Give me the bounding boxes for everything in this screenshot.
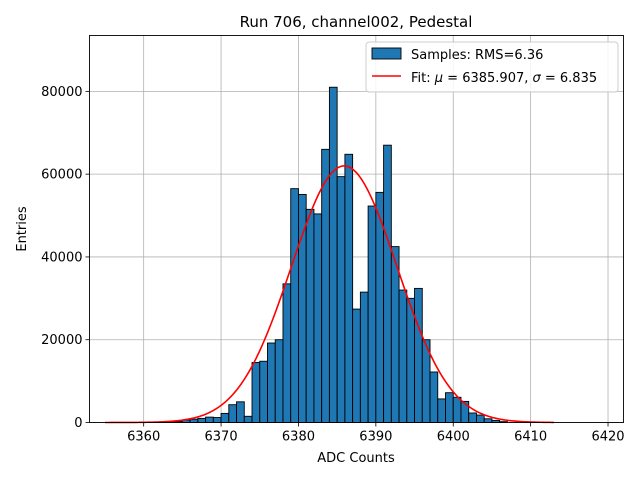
histogram-bar [228,404,237,423]
fit-layer [104,165,554,424]
legend-label-samples: Samples: RMS=6.36 [411,48,543,63]
histogram-bar [367,205,377,423]
y-tick-label: 0 [74,416,82,431]
legend-box [365,41,619,93]
histogram-bar [352,308,361,423]
x-tick-label: 6410 [514,430,547,445]
histogram-bar [437,398,446,423]
histogram-bar [414,287,423,423]
histogram-bar [460,400,470,423]
x-tick-label: 6390 [359,430,392,445]
histogram-bar [344,153,354,423]
x-tick-label: 6380 [282,430,315,445]
legend-fit-prefix: Fit: [411,71,435,86]
x-tick-label: 6420 [591,430,624,445]
legend-fit-sigma-value: = 6.835 [541,71,597,86]
y-axis-label: Entries [15,206,30,252]
legend-label-fit: Fit: μ = 6385.907, σ = 6.835 [411,71,597,86]
histogram-bar [321,148,330,423]
chart-title: Run 706, channel002, Pedestal [240,13,473,31]
y-tick-label: 20000 [41,333,82,348]
histogram-bar [445,392,454,423]
y-tick-label: 80000 [41,85,82,100]
histogram-bar [274,339,284,423]
x-tick-label: 6400 [437,430,470,445]
histogram-bars [158,86,508,423]
y-tick-label: 40000 [41,250,82,265]
histogram-bar [189,418,199,423]
x-axis-ticks: 6360 6370 6380 6390 6400 6410 6420 [127,422,625,445]
histogram-bar [336,176,346,423]
histogram-bar [483,418,493,423]
histogram-bar [359,291,369,423]
histogram-bar [406,297,415,423]
histogram-bar [398,289,408,423]
legend-swatch-samples [371,47,402,60]
legend-fit-mu-symbol: μ [434,71,443,86]
gaussian-fit-curve [104,165,554,424]
histogram-bar [197,417,207,423]
histogram-bar [476,414,485,423]
histogram-bar [290,188,299,423]
histogram-bar [259,360,268,423]
histogram-bar [267,342,276,423]
histogram-bar [383,144,392,423]
histogram-bar [236,401,245,423]
y-tick-label: 60000 [41,168,82,183]
histogram-bar [429,371,439,423]
histogram-bar [282,283,292,423]
histogram-bar [220,412,230,423]
legend: Samples: RMS=6.36 Fit: μ = 6385.907, σ =… [365,41,619,93]
x-axis-label: ADC Counts [317,451,395,466]
plot-frame [89,35,624,423]
histogram-bar [313,213,323,423]
histogram-bar [251,362,261,423]
histogram-bar [328,86,338,423]
legend-fit-mu-value: = 6385.907, [443,71,532,86]
legend-fit-sigma-symbol: σ [533,71,542,86]
histogram-bar [243,415,253,423]
histogram-bar [212,417,222,423]
x-tick-label: 6370 [205,430,238,445]
histogram-bar [452,396,462,423]
y-axis-ticks: 0 20000 40000 60000 80000 [41,85,90,431]
histogram-bar [305,208,315,423]
histogram-bar [468,412,477,423]
histogram-bar [390,246,400,423]
histogram-bar [205,416,214,423]
x-tick-label: 6360 [127,430,160,445]
